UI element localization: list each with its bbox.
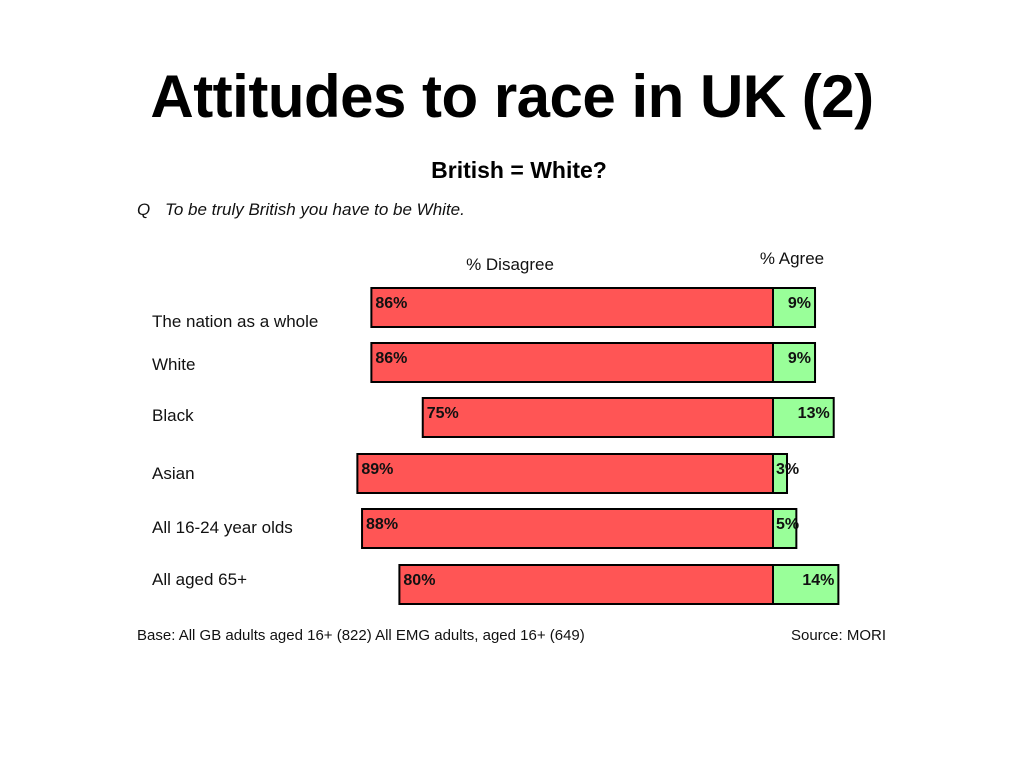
disagree-value-label: 86% — [375, 295, 407, 312]
agree-value-label: 9% — [788, 350, 811, 367]
disagree-bar — [370, 287, 774, 328]
category-label: All 16-24 year olds — [152, 518, 293, 537]
bars-group: The nation as a whole 86% 9% White 86% 9% Blac… — [152, 287, 840, 605]
agree-bar — [772, 342, 817, 383]
disagree-value-label: 86% — [375, 350, 407, 367]
disagree-bar — [370, 342, 774, 383]
survey-question: To be truly British you have to be White… — [165, 200, 465, 219]
disagree-value-label: 88% — [366, 516, 398, 533]
agree-bar — [772, 564, 840, 605]
agree-value-label: 5% — [776, 516, 799, 533]
disagree-value-label: 75% — [427, 405, 459, 422]
base-note: Base: All GB adults aged 16+ (822) All E… — [137, 627, 585, 644]
category-label: All aged 65+ — [152, 570, 247, 589]
agree-bar — [772, 453, 789, 494]
agree-bar — [772, 287, 817, 328]
disagree-header: % Disagree — [466, 255, 554, 274]
agree-header: % Agree — [760, 249, 824, 268]
agree-value-label: 13% — [798, 405, 830, 422]
category-label: Asian — [152, 464, 195, 483]
disagree-bar — [356, 453, 774, 494]
agree-bar — [772, 397, 835, 438]
agree-value-label: 14% — [802, 572, 834, 589]
agree-bar — [772, 508, 798, 549]
source-note: Source: MORI — [791, 627, 886, 644]
disagree-bar — [361, 508, 774, 549]
disagree-bar — [421, 397, 774, 438]
category-label: Black — [152, 406, 194, 425]
chart-title: British = White? — [431, 157, 607, 183]
disagree-bar — [398, 564, 774, 605]
disagree-value-label: 80% — [403, 572, 435, 589]
disagree-value-label: 89% — [361, 461, 393, 478]
agree-value-label: 3% — [776, 461, 799, 478]
slide-title: Attitudes to race in UK (2) — [150, 63, 874, 130]
agree-value-label: 9% — [788, 295, 811, 312]
category-label: White — [152, 355, 195, 374]
category-label: The nation as a whole — [152, 312, 318, 331]
question-prefix: Q — [137, 200, 150, 219]
